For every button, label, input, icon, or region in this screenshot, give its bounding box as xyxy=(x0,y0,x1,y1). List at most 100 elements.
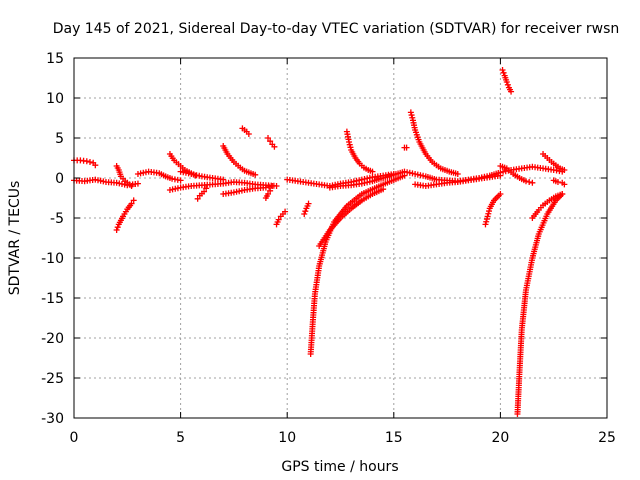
series-track-23 xyxy=(407,109,461,177)
data-point xyxy=(301,211,308,217)
data-point xyxy=(130,197,137,204)
data-point xyxy=(267,138,274,145)
series-track-22 xyxy=(401,144,410,151)
x-tick-label: 25 xyxy=(598,430,616,446)
data-point xyxy=(508,88,515,95)
series-track-29 xyxy=(540,151,568,173)
series-track-26 xyxy=(499,67,515,95)
data-point xyxy=(177,177,184,184)
grid xyxy=(74,58,607,418)
x-tick-label: 5 xyxy=(176,430,185,446)
data-point xyxy=(346,141,353,148)
series-track-28 xyxy=(529,191,566,221)
data-point xyxy=(86,159,93,165)
series-track-13 xyxy=(265,135,278,150)
data-point xyxy=(483,216,490,223)
series-track-09 xyxy=(194,185,210,202)
data-point xyxy=(497,172,504,179)
data-point xyxy=(346,139,353,145)
series-track-11 xyxy=(220,183,276,197)
data-point xyxy=(529,179,536,186)
data-point xyxy=(252,171,259,178)
data-point xyxy=(554,179,561,185)
data-point xyxy=(454,171,461,177)
data-point xyxy=(83,158,90,165)
x-tick-label: 10 xyxy=(278,430,296,446)
data-point xyxy=(262,184,269,191)
y-tick-label: -15 xyxy=(41,291,64,307)
y-tick-label: 15 xyxy=(46,51,64,67)
data-point xyxy=(526,179,533,185)
chart-title: Day 145 of 2021, Sidereal Day-to-day VTE… xyxy=(53,21,620,37)
data-point xyxy=(275,216,282,223)
data-point xyxy=(265,191,272,197)
data-point xyxy=(305,200,312,207)
data-marks xyxy=(71,67,568,417)
data-point xyxy=(522,178,529,185)
data-point xyxy=(113,227,120,233)
data-point xyxy=(282,208,289,215)
series-track-01 xyxy=(71,157,99,169)
data-point xyxy=(266,183,273,190)
y-axis-label: SDTVAR / TECUs xyxy=(7,181,23,296)
series-track-05 xyxy=(134,168,184,184)
axes xyxy=(73,57,608,419)
series-track-12 xyxy=(239,125,252,137)
data-point xyxy=(561,167,568,173)
data-point xyxy=(497,191,504,197)
data-point xyxy=(271,143,278,150)
data-point xyxy=(483,218,490,225)
data-point xyxy=(203,185,210,192)
data-point xyxy=(380,186,387,193)
y-tick-label: -30 xyxy=(41,411,64,427)
series-track-27 xyxy=(514,191,566,417)
series-track-18 xyxy=(307,172,408,357)
data-point xyxy=(302,208,309,215)
data-point xyxy=(347,144,354,151)
data-point xyxy=(134,180,141,187)
data-point xyxy=(92,162,99,169)
data-point xyxy=(128,183,135,189)
x-tick-label: 20 xyxy=(491,430,509,446)
data-point xyxy=(403,144,410,151)
data-point xyxy=(128,200,135,207)
data-point xyxy=(499,67,506,73)
y-tick-label: -25 xyxy=(41,371,64,387)
series-track-31 xyxy=(550,177,568,188)
data-point xyxy=(369,168,376,175)
series-track-14 xyxy=(262,187,274,201)
data-point xyxy=(194,195,201,202)
x-axis-label: GPS time / hours xyxy=(281,459,398,475)
data-point xyxy=(500,69,507,76)
data-point xyxy=(484,213,491,220)
data-point xyxy=(503,79,510,85)
data-point xyxy=(559,191,566,197)
y-tick-label: 0 xyxy=(55,171,64,187)
y-tick-label: -20 xyxy=(41,331,64,347)
series-track-19 xyxy=(316,186,387,249)
data-point xyxy=(409,114,416,121)
plot-frame xyxy=(73,57,608,419)
series-track-03 xyxy=(113,197,137,233)
x-tick-label: 15 xyxy=(385,430,403,446)
data-point xyxy=(408,112,415,119)
y-tick-label: -10 xyxy=(41,251,64,267)
data-point xyxy=(269,183,276,189)
data-point xyxy=(245,131,252,137)
series-track-24 xyxy=(412,172,504,189)
y-tick-label: 10 xyxy=(46,91,64,107)
x-tick-label: 0 xyxy=(70,430,79,446)
data-point xyxy=(407,109,414,116)
series-track-17 xyxy=(301,200,312,217)
data-point xyxy=(114,224,121,231)
data-point xyxy=(561,181,568,188)
series-track-15 xyxy=(273,208,289,228)
series-track-10 xyxy=(220,143,259,178)
series-track-21 xyxy=(343,128,376,175)
data-point xyxy=(220,176,227,183)
tick-labels: 0 5 10 15 20 25 -30 -25 -20 -15 -10 -5 0 5 10 15 xyxy=(41,51,616,446)
data-point xyxy=(267,187,274,194)
series-track-04 xyxy=(113,163,135,189)
data-point xyxy=(265,135,272,141)
